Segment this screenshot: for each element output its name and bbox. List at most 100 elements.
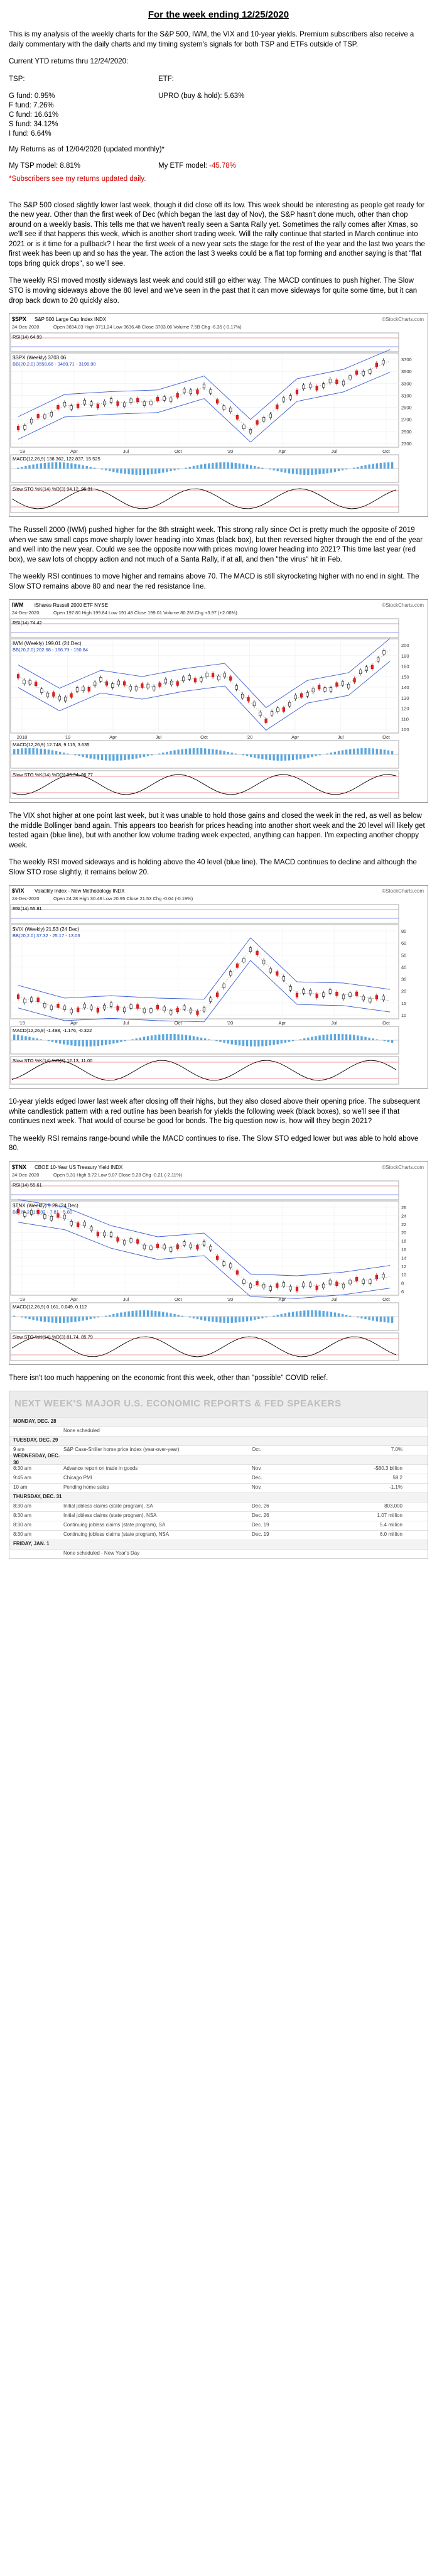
macd-histogram-bar — [249, 465, 252, 469]
page: For the week ending 12/25/2020 This is m… — [9, 9, 428, 1559]
my-etf-value: -45.78% — [209, 161, 236, 170]
macd-histogram-bar — [139, 469, 142, 476]
macd-histogram-bar — [28, 1036, 31, 1041]
macd-histogram-bar — [337, 1313, 340, 1317]
subscriber-footnote: *Subscribers see my returns updated dail… — [9, 175, 146, 183]
price-tick-label: 50 — [401, 952, 406, 958]
calendar-day-row: THURSDAY, DEC. 31 — [9, 1492, 428, 1502]
chart-name: Volatility Index - New Methodology INDX — [35, 888, 125, 894]
macd-histogram-bar — [341, 750, 344, 755]
macd-histogram-bar — [93, 467, 96, 469]
candle-body — [176, 393, 179, 398]
macd-histogram-bar — [215, 462, 218, 469]
candle-body — [57, 1213, 60, 1218]
price-tick-label: 24 — [401, 1213, 406, 1219]
macd-histogram-bar — [291, 1312, 294, 1317]
macd-histogram-bar — [40, 1316, 42, 1322]
candle-body — [269, 1286, 272, 1291]
candle-body — [129, 1237, 132, 1242]
price-tick-label: 8 — [401, 1280, 404, 1286]
macd-histogram-bar — [78, 1316, 80, 1322]
macd-histogram-bar — [307, 1310, 310, 1317]
calendar-cell-p: Dec. 19 — [252, 1522, 269, 1528]
macd-histogram-bar — [299, 469, 302, 475]
price-tick-label: 26 — [401, 1205, 406, 1210]
ytd-heading: Current YTD returns thru 12/24/2020: — [9, 58, 129, 66]
calendar-event-row: 8:30 am Continuing jobless claims (state … — [9, 1520, 428, 1530]
candle-body — [136, 398, 139, 403]
macd-histogram-bar — [109, 469, 111, 472]
x-tick-label: '19 — [19, 448, 25, 454]
macd-histogram-bar — [254, 754, 256, 758]
candle-body — [269, 413, 272, 418]
macd-histogram-bar — [269, 754, 271, 761]
price-path — [18, 1210, 391, 1288]
macd-histogram-bar — [223, 751, 225, 755]
calendar-event-row: 8:30 am Continuing jobless claims (state … — [9, 1530, 428, 1540]
macd-histogram-bar — [322, 1035, 325, 1041]
macd-histogram-bar — [288, 754, 291, 761]
macd-histogram-bar — [230, 1040, 233, 1045]
macd-histogram-bar — [291, 1040, 294, 1041]
candle-body — [295, 993, 299, 997]
candle-body — [156, 396, 159, 401]
candle-body — [348, 992, 352, 997]
chart-name: CBOE 10-Year US Treasury Yield INDX — [35, 1165, 123, 1170]
price-tick-label: 30 — [401, 977, 406, 982]
macd-histogram-bar — [230, 753, 233, 755]
macd-histogram-bar — [162, 1034, 165, 1041]
candle-body — [315, 1285, 318, 1290]
candle-body — [299, 693, 303, 698]
candle-body — [369, 998, 372, 1003]
macd-histogram-bar — [47, 1316, 50, 1322]
candle-body — [70, 693, 73, 698]
candle-body — [217, 675, 220, 680]
macd-histogram-bar — [150, 1035, 153, 1041]
sto-line — [11, 774, 397, 795]
candle-body — [105, 681, 109, 686]
candle-body — [256, 420, 259, 425]
price-path — [18, 649, 391, 719]
candle-body — [235, 685, 238, 690]
macd-histogram-bar — [63, 753, 65, 755]
macd-histogram-bar — [288, 1040, 291, 1042]
macd-histogram-bar — [200, 1316, 203, 1320]
macd-histogram-bar — [272, 1315, 275, 1317]
x-tick-label: Apr — [278, 1296, 286, 1302]
macd-histogram-bar — [36, 748, 38, 755]
candle-body — [153, 686, 156, 690]
candle-body — [58, 695, 61, 700]
macd-histogram-bar — [139, 1310, 142, 1317]
macd-histogram-bar — [249, 754, 252, 758]
x-tick-label: Apr — [70, 448, 78, 454]
chart-header-bg — [9, 886, 428, 904]
x-tick-label: '19 — [65, 734, 71, 740]
candle-body — [90, 401, 93, 406]
candle-body — [52, 692, 55, 697]
candle-body — [235, 415, 239, 420]
macd-histogram-bar — [254, 465, 256, 469]
macd-label: MACD(12,26,9) 12.748, 9.115, 3.635 — [13, 742, 89, 747]
candle-body — [329, 687, 333, 692]
chart-name: S&P 500 Large Cap Index INDX — [35, 317, 107, 322]
macd-histogram-bar — [219, 1316, 222, 1323]
candle-body — [43, 1214, 46, 1219]
candle-body — [249, 1283, 252, 1288]
macd-histogram-bar — [249, 1316, 252, 1321]
tnx-indicators: The weekly RSI remains range-bound while… — [9, 1134, 419, 1153]
macd-histogram-bar — [284, 754, 287, 761]
calendar-cell-p: Nov. — [252, 1484, 262, 1491]
calendar-cell-p: Dec. 19 — [252, 1531, 269, 1538]
macd-histogram-bar — [181, 1315, 183, 1317]
macd-histogram-bar — [208, 749, 210, 755]
candle-body — [50, 1006, 53, 1010]
macd-histogram-bar — [85, 465, 88, 469]
x-tick-label: Jul — [156, 734, 162, 740]
macd-histogram-bar — [249, 1040, 252, 1047]
macd-histogram-bar — [112, 469, 115, 472]
chart-header-bg — [9, 1161, 428, 1180]
calendar-cell-e: Advance report on trade in goods — [63, 1465, 138, 1472]
macd-histogram-bar — [223, 1316, 225, 1323]
macd-histogram-bar — [181, 749, 183, 755]
macd-histogram-bar — [227, 462, 229, 469]
